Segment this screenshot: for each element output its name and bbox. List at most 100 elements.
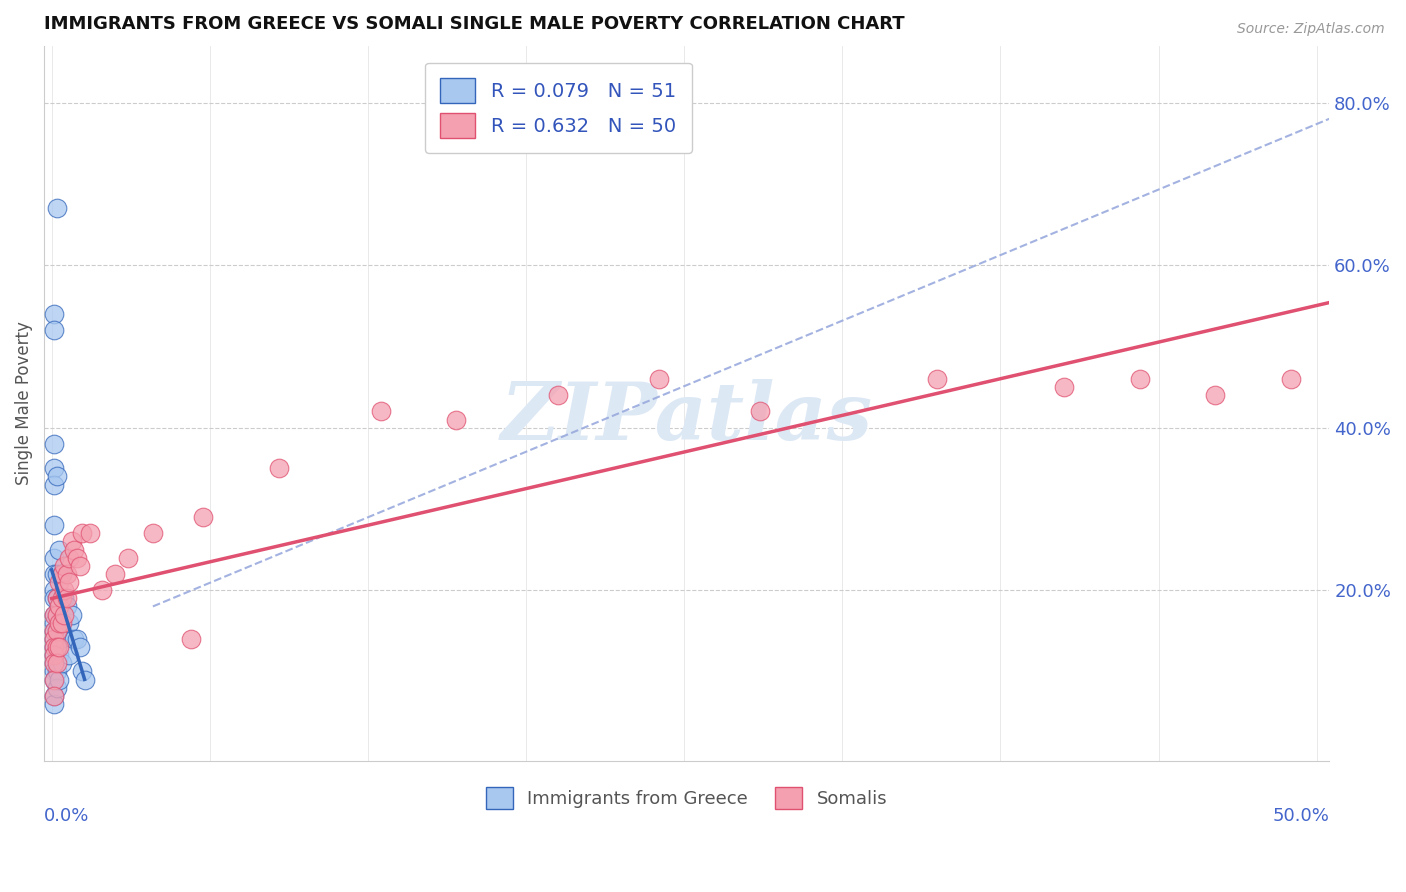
Point <box>48 615 70 630</box>
Point <box>44 566 66 581</box>
Point <box>1128 372 1150 386</box>
Point <box>79 526 101 541</box>
Point <box>269 461 291 475</box>
Point <box>446 412 468 426</box>
Point <box>51 566 73 581</box>
Point <box>45 469 67 483</box>
Point <box>44 657 66 671</box>
Point <box>58 575 80 590</box>
Point <box>44 607 66 622</box>
Point <box>44 323 66 337</box>
Point <box>749 404 772 418</box>
Point <box>48 673 70 687</box>
Point <box>44 697 66 711</box>
Point <box>44 624 66 638</box>
Point <box>44 640 66 654</box>
Point <box>48 599 70 614</box>
Point <box>44 624 66 638</box>
Text: Source: ZipAtlas.com: Source: ZipAtlas.com <box>1237 22 1385 37</box>
Point <box>44 673 66 687</box>
Point <box>44 648 66 663</box>
Point <box>70 526 93 541</box>
Point <box>370 404 392 418</box>
Text: 50.0%: 50.0% <box>1272 807 1329 825</box>
Point <box>60 534 83 549</box>
Point <box>44 591 66 606</box>
Point <box>44 607 66 622</box>
Point <box>48 599 70 614</box>
Point <box>48 648 70 663</box>
Point <box>1279 372 1302 386</box>
Point <box>45 591 67 606</box>
Point <box>48 575 70 590</box>
Point <box>45 657 67 671</box>
Point <box>927 372 949 386</box>
Point <box>1204 388 1226 402</box>
Point <box>44 632 66 646</box>
Point <box>45 607 67 622</box>
Point <box>44 518 66 533</box>
Point <box>44 648 66 663</box>
Point <box>66 550 89 565</box>
Point <box>69 558 91 573</box>
Point <box>48 640 70 654</box>
Point <box>44 437 66 451</box>
Point <box>45 591 67 606</box>
Point <box>45 624 67 638</box>
Point <box>51 624 73 638</box>
Point <box>44 632 66 646</box>
Point <box>53 591 76 606</box>
Point <box>51 566 73 581</box>
Point <box>48 632 70 646</box>
Point <box>73 673 96 687</box>
Point <box>53 632 76 646</box>
Point <box>44 583 66 598</box>
Point <box>117 550 139 565</box>
Point <box>51 615 73 630</box>
Point <box>44 550 66 565</box>
Text: ZIPatlas: ZIPatlas <box>501 379 873 457</box>
Point <box>45 201 67 215</box>
Point <box>44 665 66 679</box>
Point <box>44 307 66 321</box>
Point <box>180 632 202 646</box>
Point <box>193 510 215 524</box>
Point <box>45 665 67 679</box>
Y-axis label: Single Male Poverty: Single Male Poverty <box>15 321 32 485</box>
Point <box>51 607 73 622</box>
Point <box>45 640 67 654</box>
Point <box>48 542 70 557</box>
Point <box>69 640 91 654</box>
Point <box>58 615 80 630</box>
Text: IMMIGRANTS FROM GREECE VS SOMALI SINGLE MALE POVERTY CORRELATION CHART: IMMIGRANTS FROM GREECE VS SOMALI SINGLE … <box>44 15 904 33</box>
Point <box>45 607 67 622</box>
Point <box>45 566 67 581</box>
Point <box>648 372 671 386</box>
Point <box>104 566 127 581</box>
Point <box>63 632 86 646</box>
Point <box>51 591 73 606</box>
Point <box>44 689 66 703</box>
Point <box>56 599 79 614</box>
Point <box>70 665 93 679</box>
Point <box>142 526 165 541</box>
Point <box>56 566 79 581</box>
Point <box>44 657 66 671</box>
Point <box>44 615 66 630</box>
Point <box>58 550 80 565</box>
Point <box>1052 380 1074 394</box>
Point <box>53 558 76 573</box>
Point <box>44 477 66 491</box>
Point <box>547 388 569 402</box>
Point <box>56 591 79 606</box>
Point <box>44 640 66 654</box>
Point <box>44 461 66 475</box>
Point <box>44 689 66 703</box>
Point <box>48 615 70 630</box>
Point <box>53 583 76 598</box>
Point <box>51 657 73 671</box>
Point <box>45 624 67 638</box>
Point <box>60 607 83 622</box>
Point <box>58 648 80 663</box>
Legend: Immigrants from Greece, Somalis: Immigrants from Greece, Somalis <box>478 780 894 816</box>
